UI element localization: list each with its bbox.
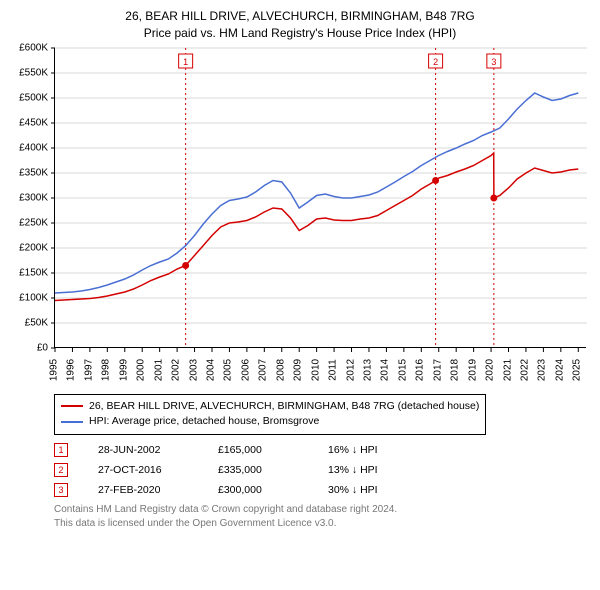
events-table: 1 28-JUN-2002 £165,000 16% ↓ HPI 2 27-OCT-201… [54,443,590,497]
x-tick-label: 2004 [205,358,216,380]
legend-row: 26, BEAR HILL DRIVE, ALVECHURCH, BIRMING… [61,399,479,415]
y-axis: £0£50K£100K£150K£200K£250K£300K£350K£400… [10,48,52,348]
x-tick-label: 2006 [240,358,251,380]
chart-container: 26, BEAR HILL DRIVE, ALVECHURCH, BIRMING… [0,0,600,541]
y-tick-label: £350K [19,167,48,178]
event-price: £165,000 [218,444,298,456]
footer-line-1: Contains HM Land Registry data © Crown c… [54,503,590,517]
x-tick-label: 2000 [136,358,147,380]
y-tick-label: £100K [19,292,48,303]
y-tick-label: £400K [19,142,48,153]
event-delta: 16% ↓ HPI [328,444,378,456]
x-tick-label: 2014 [380,358,391,380]
x-tick-label: 2025 [572,358,583,380]
x-tick-label: 1997 [83,358,94,380]
event-marker: 3 [54,483,68,497]
x-tick-label: 1996 [66,358,77,380]
legend-label: HPI: Average price, detached house, Brom… [89,414,319,430]
title-block: 26, BEAR HILL DRIVE, ALVECHURCH, BIRMING… [10,8,590,42]
legend-swatch [61,405,83,407]
y-tick-label: £50K [25,317,48,328]
chart-area: £0 £50K £100K £150K £200K £250K £300K £350K £400… [10,48,590,388]
event-date: 27-FEB-2020 [98,484,188,496]
plot-svg: 1 2 3 [55,48,587,348]
x-tick-label: 1998 [101,358,112,380]
y-tick-label: £600K [19,42,48,53]
x-tick-label: 2015 [397,358,408,380]
y-tick-label: £200K [19,242,48,253]
x-tick-label: 2018 [450,358,461,380]
x-tick-label: 2008 [275,358,286,380]
x-tick-label: 2001 [153,358,164,380]
event-row: 2 27-OCT-2016 £335,000 13% ↓ HPI [54,463,590,477]
x-tick-label: 2010 [310,358,321,380]
y-tick-label: £300K [19,192,48,203]
x-tick-label: 2007 [258,358,269,380]
x-tick-label: 1999 [118,358,129,380]
x-tick-label: 2009 [293,358,304,380]
y-tick-label: £550K [19,67,48,78]
event-price: £300,000 [218,484,298,496]
event-price: £335,000 [218,464,298,476]
x-tick-label: 2013 [362,358,373,380]
svg-text:1: 1 [183,57,188,67]
x-axis: 1995199619971998199920002001200220032004… [54,350,586,388]
legend-label: 26, BEAR HILL DRIVE, ALVECHURCH, BIRMING… [89,399,479,415]
y-tick-label: £250K [19,217,48,228]
event-row: 1 28-JUN-2002 £165,000 16% ↓ HPI [54,443,590,457]
x-tick-label: 2002 [171,358,182,380]
y-tick-label: £450K [19,117,48,128]
event-marker: 2 [54,463,68,477]
event-delta: 30% ↓ HPI [328,484,378,496]
event-date: 28-JUN-2002 [98,444,188,456]
x-tick-label: 1995 [49,358,60,380]
event-row: 3 27-FEB-2020 £300,000 30% ↓ HPI [54,483,590,497]
plot-area: 1 2 3 [54,48,586,348]
x-tick-label: 2022 [519,358,530,380]
x-tick-label: 2005 [223,358,234,380]
x-tick-label: 2020 [485,358,496,380]
x-tick-label: 2012 [345,358,356,380]
legend-swatch [61,421,83,423]
footer: Contains HM Land Registry data © Crown c… [54,503,590,531]
x-tick-label: 2024 [554,358,565,380]
event-marker: 1 [54,443,68,457]
title-line-1: 26, BEAR HILL DRIVE, ALVECHURCH, BIRMING… [10,8,590,25]
event-date: 27-OCT-2016 [98,464,188,476]
y-tick-label: £150K [19,267,48,278]
svg-text:2: 2 [433,57,438,67]
x-tick-label: 2023 [537,358,548,380]
x-tick-label: 2003 [188,358,199,380]
x-tick-label: 2011 [328,359,339,381]
x-tick-label: 2017 [432,358,443,380]
legend-row: HPI: Average price, detached house, Brom… [61,414,479,430]
event-delta: 13% ↓ HPI [328,464,378,476]
x-tick-label: 2016 [415,358,426,380]
y-tick-label: £0 [37,342,48,353]
x-tick-label: 2021 [502,358,513,380]
y-tick-label: £500K [19,92,48,103]
title-line-2: Price paid vs. HM Land Registry's House … [10,25,590,42]
svg-text:3: 3 [491,57,496,67]
footer-line-2: This data is licensed under the Open Gov… [54,517,590,531]
x-tick-label: 2019 [467,358,478,380]
legend: 26, BEAR HILL DRIVE, ALVECHURCH, BIRMING… [54,394,486,436]
